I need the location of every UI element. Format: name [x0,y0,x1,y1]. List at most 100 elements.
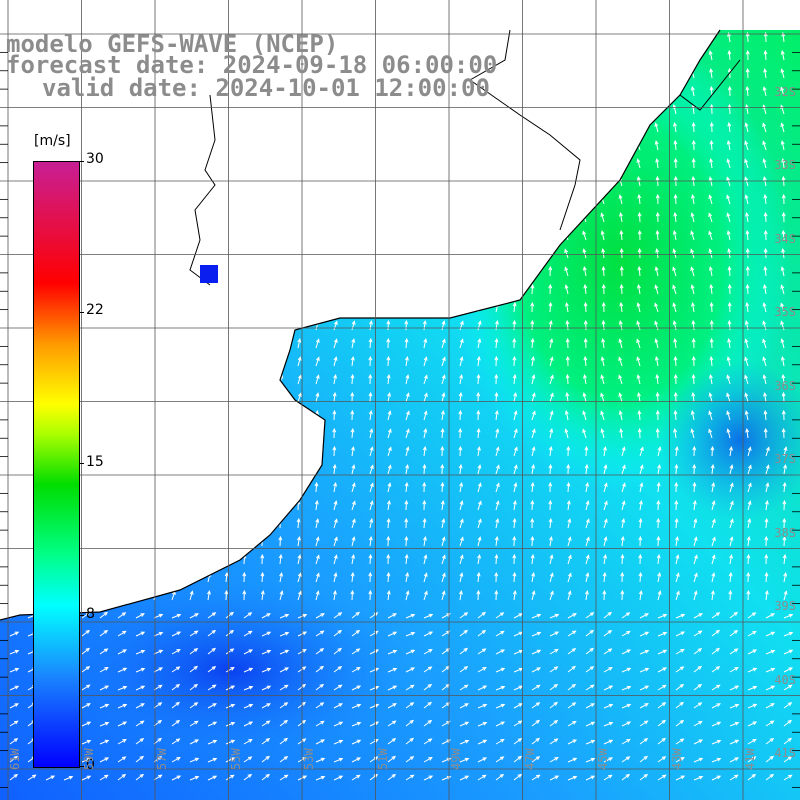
wind-arrow [369,703,380,709]
longitude-label: 59W [81,748,96,770]
wind-arrow [405,374,410,385]
wind-arrow [387,738,397,745]
wind-arrow [404,319,409,331]
colorbar-label-8: 8 [86,606,95,622]
wind-arrow [423,410,428,421]
wind-arrow [459,554,464,565]
wind-arrow [655,157,660,169]
wind-arrow [781,409,786,421]
wind-arrow [673,193,678,205]
wind-arrow [618,410,623,421]
wind-arrow [225,611,234,619]
wind-arrow [763,265,768,277]
wind-arrow [655,193,660,205]
wind-arrow [675,775,686,781]
wind-arrow [225,703,236,709]
wind-arrow [261,703,271,709]
wind-arrow [495,738,505,745]
wind-arrow [9,773,19,781]
wind-arrow [423,590,428,601]
wind-arrow [639,703,649,709]
wind-arrow [368,355,373,367]
wind-arrow [477,338,482,349]
wind-arrow [619,265,624,277]
wind-arrow [333,721,344,727]
wind-arrow [332,463,337,475]
wind-arrow [783,719,793,727]
wind-arrow [135,613,145,619]
wind-arrow [261,773,271,781]
wind-arrow [333,500,338,511]
wind-arrow [747,738,757,745]
model-title: modelo GEFS-WAVE (NCEP) [6,30,339,58]
wind-arrow [709,337,714,349]
wind-arrow [315,392,320,403]
wind-arrow [350,589,355,601]
wind-arrow [708,194,713,205]
wind-arrow [621,518,626,529]
wind-arrow [495,464,500,475]
wind-arrow [548,283,553,295]
border-line [469,79,581,231]
wind-arrow [549,648,559,655]
wind-arrow [729,536,734,547]
wind-arrow [693,590,698,601]
wind-arrow [584,463,589,475]
wind-arrow [512,571,517,583]
wind-arrow [189,590,194,601]
wind-arrow [9,755,19,763]
wind-arrow [189,720,199,727]
wind-arrow [567,757,578,763]
wind-arrow [582,248,587,259]
wind-arrow [369,446,374,457]
wind-arrow [27,774,37,781]
wind-arrow [117,612,127,619]
wind-arrow [441,374,446,385]
wind-arrow [621,446,626,457]
wind-arrow [494,355,499,367]
wind-arrow [369,482,374,493]
wind-arrow [9,685,20,691]
wind-arrow [189,739,200,745]
wind-arrow [494,571,499,583]
wind-arrow [567,739,578,745]
colorbar-tick [79,312,84,313]
wind-arrow [441,554,446,565]
wind-arrow [333,482,338,493]
wind-arrow [783,572,788,583]
wind-arrow [513,392,518,403]
colorbar-label-0: 0 [86,757,95,773]
wind-arrow [708,410,713,421]
wind-arrow [710,463,715,475]
wind-arrow [405,392,410,403]
wind-arrow [423,738,433,745]
wind-arrow [726,194,731,205]
wind-arrow [117,721,128,727]
wind-arrow [690,266,695,277]
wind-arrow [745,211,749,223]
wind-arrow [765,482,770,493]
wind-arrow [404,499,409,511]
wind-arrow [404,535,409,547]
wind-arrow [494,373,499,385]
wind-arrow [601,301,606,313]
wind-arrow [582,410,587,421]
wind-arrow [423,631,434,637]
wind-arrow [459,612,469,619]
wind-arrow [351,774,361,781]
wind-arrow [711,612,721,619]
wind-arrow [530,499,535,511]
wind-arrow [618,392,623,403]
wind-arrow [459,666,469,673]
wind-arrow [782,481,787,493]
wind-arrow [459,757,470,763]
wind-arrow [690,86,695,97]
wind-arrow [691,139,696,151]
wind-arrow [675,683,685,691]
wind-arrow [405,631,416,637]
wind-arrow [386,319,391,331]
wind-arrow [600,230,605,241]
wind-arrow [744,338,749,349]
wind-arrow [260,571,265,583]
